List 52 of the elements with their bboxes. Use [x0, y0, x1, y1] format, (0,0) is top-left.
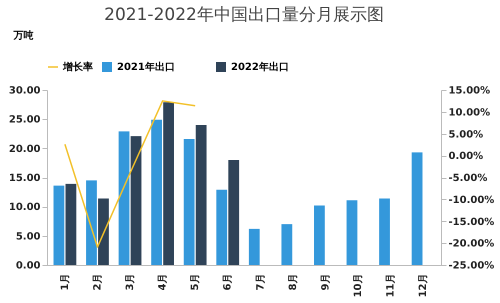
y-tick-label: 15.00: [8, 173, 41, 184]
y-tick-label: 30.00: [8, 86, 41, 96]
y2-tick-label: -10.00%: [448, 194, 494, 206]
bar: [216, 190, 228, 265]
y2-tick-label: 10.00%: [448, 107, 490, 118]
y-tick-label: 10.00: [8, 202, 41, 214]
legend-label: 2022年出口: [231, 61, 289, 73]
x-tick-label: 7月: [255, 274, 266, 290]
bar: [281, 224, 292, 265]
y-axis-title: 万吨: [12, 30, 34, 42]
bar: [163, 102, 174, 265]
x-tick-label: 6月: [222, 274, 234, 290]
y-tick-label: 5.00: [16, 231, 41, 242]
x-tick-label: 10月: [352, 274, 364, 298]
bar: [54, 186, 64, 265]
y2-tick-label: 15.00%: [448, 86, 490, 96]
bar: [228, 160, 240, 265]
bar: [184, 139, 195, 265]
bar: [196, 125, 207, 265]
y2-tick-label: -25.00%: [448, 260, 494, 272]
line-series: [64, 100, 196, 248]
y-tick-label: 20.00: [8, 144, 41, 155]
y-tick-label: 25.00: [8, 114, 41, 126]
bar: [66, 184, 76, 265]
y2-tick-label: 5.00%: [448, 129, 484, 140]
chart-title: 2021-2022年中国出口量分月展示图: [104, 5, 384, 25]
bar: [86, 180, 97, 265]
bar: [118, 131, 130, 265]
bar: [98, 198, 109, 265]
bar: [130, 136, 142, 265]
y2-tick-label: -15.00%: [448, 216, 494, 228]
x-tick-label: 3月: [125, 274, 136, 290]
bar: [248, 228, 260, 265]
x-tick-label: 2月: [92, 274, 104, 290]
y2-tick-label: -20.00%: [448, 238, 494, 250]
x-tick-label: 1月: [60, 274, 71, 290]
x-tick-label: 11月: [386, 274, 397, 298]
bar: [314, 206, 325, 265]
bar: [346, 200, 358, 265]
x-tick-label: 4月: [158, 274, 169, 290]
x-tick-label: 12月: [418, 274, 430, 298]
y2-tick-label: -5.00%: [448, 173, 488, 184]
y-tick-label: 0.00: [16, 260, 41, 272]
x-tick-label: 5月: [190, 274, 202, 290]
bar: [379, 198, 390, 265]
legend-label: 增长率: [62, 61, 93, 73]
y2-tick-label: 0.00%: [448, 151, 484, 162]
bar: [151, 120, 162, 265]
x-tick-label: 8月: [288, 274, 299, 290]
legend-label: 2021年出口: [117, 61, 175, 73]
x-tick-label: 9月: [320, 274, 332, 290]
bar: [412, 152, 422, 265]
